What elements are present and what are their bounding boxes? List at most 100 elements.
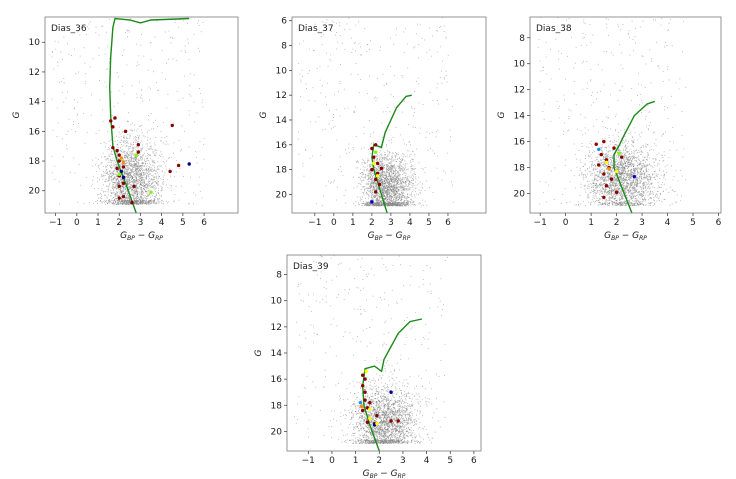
member-star xyxy=(373,143,378,147)
field-stars xyxy=(51,18,205,205)
member-star xyxy=(617,151,621,155)
member-star xyxy=(594,142,598,146)
member-star xyxy=(111,145,115,150)
x-tick-label: 5 xyxy=(426,218,432,228)
member-star xyxy=(361,373,365,377)
member-star xyxy=(121,181,126,186)
x-tick-label: 1 xyxy=(95,218,101,228)
member-star xyxy=(121,160,126,165)
x-axis-label: GBP − GRP xyxy=(604,231,647,242)
x-tick-label: 5 xyxy=(447,456,453,466)
member-star xyxy=(373,177,378,182)
member-star xyxy=(612,146,616,150)
field-stars xyxy=(294,255,448,445)
x-axis-label: GBP − GRP xyxy=(363,469,406,479)
y-tick-label: 14 xyxy=(29,98,41,108)
member-star xyxy=(375,174,380,178)
member-star xyxy=(170,123,174,128)
member-star xyxy=(121,165,126,169)
member-star xyxy=(597,163,601,167)
member-star xyxy=(361,383,365,388)
member-star xyxy=(358,400,363,405)
member-star xyxy=(602,172,606,176)
member-star xyxy=(115,166,119,171)
member-star xyxy=(168,169,172,174)
member-star xyxy=(599,152,604,157)
panel-title: Dias_36 xyxy=(51,24,87,34)
member-star xyxy=(370,167,374,172)
y-tick-label: 10 xyxy=(514,60,526,70)
member-star xyxy=(363,398,367,402)
y-tick-label: 8 xyxy=(276,271,282,281)
x-tick-label: 4 xyxy=(424,456,430,466)
member-star xyxy=(364,369,368,373)
member-star xyxy=(370,146,374,151)
x-tick-label: 2 xyxy=(369,218,375,228)
member-star xyxy=(363,390,367,394)
x-tick-label: 0 xyxy=(563,218,569,228)
y-tick-label: 18 xyxy=(271,401,283,411)
y-tick-label: 12 xyxy=(514,86,525,96)
x-tick-label: 0 xyxy=(331,218,337,228)
member-star xyxy=(119,169,124,174)
y-tick-label: 18 xyxy=(29,157,41,167)
member-star xyxy=(377,182,382,187)
member-star xyxy=(109,119,113,123)
y-tick-label: 12 xyxy=(29,68,40,78)
y-tick-label: 18 xyxy=(276,166,288,176)
member-star xyxy=(115,148,119,153)
plot-area xyxy=(51,17,205,213)
member-star xyxy=(373,190,378,194)
plot-area xyxy=(297,17,454,213)
member-star xyxy=(117,153,121,157)
panel-title: Dias_38 xyxy=(536,24,572,34)
member-star xyxy=(113,116,117,120)
member-star xyxy=(602,139,606,144)
isochrone-line xyxy=(371,94,412,213)
member-star xyxy=(117,172,121,177)
x-tick-label: 4 xyxy=(665,218,671,228)
member-star xyxy=(149,190,153,194)
member-star xyxy=(604,158,609,162)
isochrone-line xyxy=(361,318,423,451)
member-star xyxy=(379,166,384,171)
y-tick-label: 16 xyxy=(514,138,526,148)
y-axis-label: G xyxy=(259,111,269,118)
x-tick-label: 3 xyxy=(388,218,394,228)
member-star xyxy=(363,377,367,381)
y-tick-label: 12 xyxy=(271,323,282,333)
member-star xyxy=(632,174,637,179)
member-star xyxy=(365,420,370,424)
member-star xyxy=(136,150,141,154)
y-tick-label: 10 xyxy=(29,38,41,48)
x-tick-label: 5 xyxy=(180,218,186,228)
x-tick-label: 3 xyxy=(400,456,406,466)
x-tick-label: 1 xyxy=(588,218,594,228)
member-star xyxy=(396,419,400,423)
member-star xyxy=(375,161,380,166)
y-tick-label: 14 xyxy=(514,112,526,122)
member-star xyxy=(134,153,138,157)
member-star xyxy=(121,175,126,180)
x-tick-label: 1 xyxy=(350,218,356,228)
x-axis-label: GBP − GRP xyxy=(368,231,411,242)
y-axis-label: G xyxy=(497,111,507,118)
axes-frame xyxy=(529,16,722,214)
x-tick-label: 3 xyxy=(639,218,645,228)
x-tick-label: 3 xyxy=(138,218,144,228)
member-star xyxy=(375,421,379,426)
member-star xyxy=(389,419,393,423)
y-tick-label: 20 xyxy=(271,427,283,437)
member-star xyxy=(136,142,141,147)
axes-frame xyxy=(44,16,239,214)
x-tick-label: 4 xyxy=(407,218,413,228)
member-star xyxy=(372,161,376,166)
x-tick-label: 2 xyxy=(614,218,620,228)
y-tick-label: 10 xyxy=(276,66,288,76)
member-star xyxy=(121,194,126,199)
member-star xyxy=(119,156,124,160)
isochrone-line xyxy=(108,17,190,213)
y-tick-label: 20 xyxy=(276,190,288,200)
